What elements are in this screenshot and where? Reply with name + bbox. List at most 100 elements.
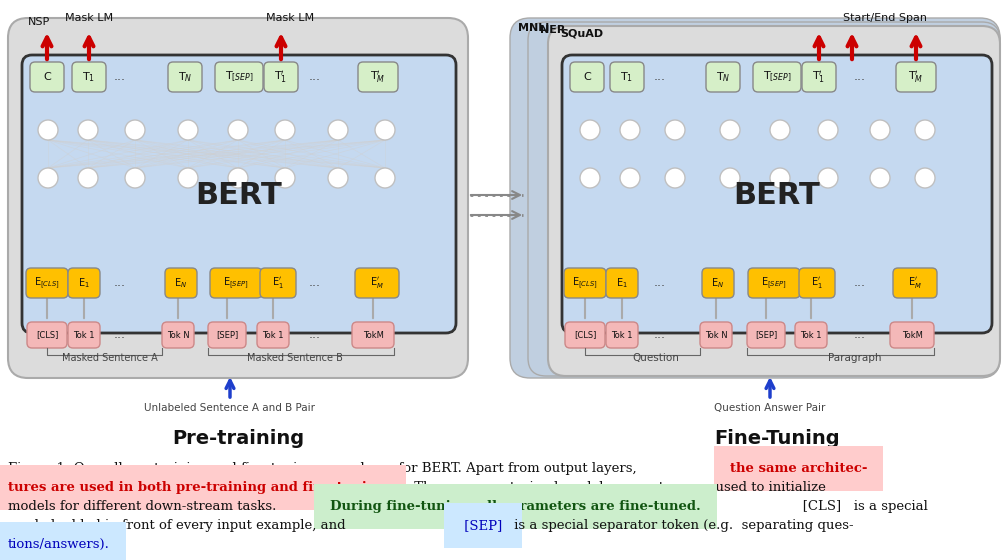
Text: Tok 1: Tok 1: [800, 330, 822, 339]
Text: Fine-Tuning: Fine-Tuning: [715, 428, 840, 447]
FancyBboxPatch shape: [72, 62, 106, 92]
Text: ...: ...: [114, 329, 126, 342]
Text: T$_N$: T$_N$: [177, 70, 193, 84]
Text: E$_M'$: E$_M'$: [370, 276, 384, 291]
FancyBboxPatch shape: [747, 322, 785, 348]
FancyBboxPatch shape: [799, 268, 835, 298]
FancyBboxPatch shape: [264, 62, 298, 92]
FancyBboxPatch shape: [68, 322, 100, 348]
FancyBboxPatch shape: [606, 322, 638, 348]
FancyBboxPatch shape: [26, 268, 68, 298]
Text: T$_N$: T$_N$: [716, 70, 730, 84]
FancyBboxPatch shape: [257, 322, 289, 348]
FancyBboxPatch shape: [564, 268, 606, 298]
Text: ...: ...: [114, 71, 126, 83]
Text: During fine-tuning, all parameters are fine-tuned.: During fine-tuning, all parameters are f…: [330, 500, 701, 513]
Text: Tok 1: Tok 1: [74, 330, 95, 339]
Text: Question: Question: [633, 353, 679, 363]
Text: BERT: BERT: [196, 180, 282, 209]
Circle shape: [580, 168, 600, 188]
Text: BERT: BERT: [734, 180, 821, 209]
FancyBboxPatch shape: [528, 22, 1000, 376]
Text: is a special separator token (e.g.  separating ques-: is a special separator token (e.g. separ…: [510, 519, 854, 532]
Text: T$_1'$: T$_1'$: [812, 69, 826, 85]
FancyBboxPatch shape: [562, 55, 992, 333]
Text: Unlabeled Sentence A and B Pair: Unlabeled Sentence A and B Pair: [144, 403, 316, 413]
Text: Pre-training: Pre-training: [172, 428, 304, 447]
Text: MNLI: MNLI: [518, 23, 549, 33]
Text: E$_1'$: E$_1'$: [811, 276, 823, 291]
Text: NSP: NSP: [28, 17, 50, 27]
Text: E$_1$: E$_1$: [616, 276, 628, 290]
FancyBboxPatch shape: [606, 268, 638, 298]
Text: ...: ...: [854, 329, 866, 342]
Circle shape: [818, 168, 838, 188]
Text: E$_{[SEP]}$: E$_{[SEP]}$: [761, 275, 787, 291]
Text: Masked Sentence B: Masked Sentence B: [247, 353, 343, 363]
Text: Masked Sentence A: Masked Sentence A: [62, 353, 158, 363]
Text: SQuAD: SQuAD: [560, 29, 603, 39]
Circle shape: [818, 120, 838, 140]
Text: [CLS]: [CLS]: [36, 330, 58, 339]
FancyBboxPatch shape: [30, 62, 64, 92]
Circle shape: [178, 168, 198, 188]
Text: ...: ...: [309, 329, 321, 342]
Circle shape: [915, 120, 935, 140]
FancyBboxPatch shape: [165, 268, 197, 298]
Text: Question Answer Pair: Question Answer Pair: [715, 403, 826, 413]
Text: symbol added in front of every input example, and: symbol added in front of every input exa…: [8, 519, 350, 532]
FancyBboxPatch shape: [22, 55, 456, 333]
Circle shape: [38, 120, 58, 140]
FancyBboxPatch shape: [548, 26, 1000, 376]
Circle shape: [620, 120, 640, 140]
Circle shape: [125, 168, 145, 188]
Text: ...: ...: [654, 329, 666, 342]
Circle shape: [770, 168, 790, 188]
Text: E$_{[CLS]}$: E$_{[CLS]}$: [34, 275, 60, 291]
Text: E$_{[SEP]}$: E$_{[SEP]}$: [223, 275, 249, 291]
FancyBboxPatch shape: [215, 62, 263, 92]
Text: [CLS]   is a special: [CLS] is a special: [790, 500, 928, 513]
FancyBboxPatch shape: [700, 322, 732, 348]
Circle shape: [870, 168, 890, 188]
Circle shape: [328, 168, 348, 188]
Circle shape: [665, 168, 685, 188]
Text: The same pre-trained model parameters are used to initialize: The same pre-trained model parameters ar…: [410, 481, 826, 494]
FancyBboxPatch shape: [510, 18, 1000, 378]
FancyBboxPatch shape: [68, 268, 100, 298]
Circle shape: [770, 120, 790, 140]
Circle shape: [125, 120, 145, 140]
FancyBboxPatch shape: [27, 322, 67, 348]
FancyBboxPatch shape: [565, 322, 605, 348]
Text: [SEP]: [SEP]: [460, 519, 506, 532]
Text: Tok N: Tok N: [166, 330, 190, 339]
Text: T$_{[SEP]}$: T$_{[SEP]}$: [763, 70, 791, 84]
Text: E$_1$: E$_1$: [78, 276, 90, 290]
Text: T$_1$: T$_1$: [621, 70, 634, 84]
FancyBboxPatch shape: [706, 62, 740, 92]
FancyBboxPatch shape: [570, 62, 604, 92]
Circle shape: [915, 168, 935, 188]
Text: Tok 1: Tok 1: [262, 330, 283, 339]
Text: ...: ...: [114, 277, 126, 290]
Text: TokM: TokM: [901, 330, 922, 339]
Text: [CLS]: [CLS]: [574, 330, 596, 339]
Text: Figure 1: Overall pre-training and fine-tuning procedures for BERT. Apart from o: Figure 1: Overall pre-training and fine-…: [8, 462, 641, 475]
FancyBboxPatch shape: [802, 62, 836, 92]
FancyBboxPatch shape: [168, 62, 202, 92]
Text: [SEP]: [SEP]: [216, 330, 238, 339]
Circle shape: [620, 168, 640, 188]
Circle shape: [580, 120, 600, 140]
FancyBboxPatch shape: [748, 268, 800, 298]
Text: T$_1$: T$_1$: [83, 70, 96, 84]
Text: ...: ...: [309, 277, 321, 290]
FancyBboxPatch shape: [260, 268, 296, 298]
Circle shape: [720, 168, 740, 188]
Text: E$_{[CLS]}$: E$_{[CLS]}$: [572, 275, 598, 291]
Text: T$_M'$: T$_M'$: [908, 69, 923, 85]
Text: Paragraph: Paragraph: [829, 353, 882, 363]
Text: Mask LM: Mask LM: [65, 13, 113, 23]
Circle shape: [720, 120, 740, 140]
Circle shape: [228, 120, 248, 140]
Circle shape: [38, 168, 58, 188]
